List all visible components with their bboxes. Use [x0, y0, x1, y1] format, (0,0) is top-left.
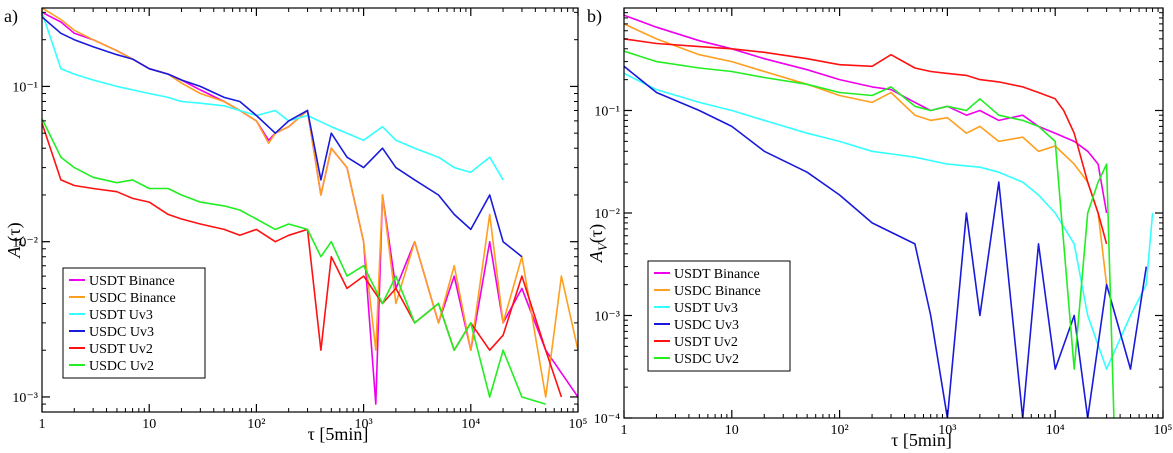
series-line-usdc-binance — [624, 23, 1108, 285]
legend: USDT Binance USDC Binance USDT Uv3 USDC Uv3… — [62, 267, 206, 379]
series-line-usdt-uv3 — [624, 72, 1154, 370]
panel-a: 1 10 10² 10³ 10⁴ 10⁵ 10⁻¹ 10⁻² 10⁻³ τ [5min] Ar(τ)… — [4, 6, 588, 444]
y-tick-label: 10⁻⁴ — [594, 412, 620, 427]
legend-entry: USDC Binance — [674, 284, 761, 299]
x-axis-title: τ [5min] — [308, 424, 369, 444]
legend-entry: USDC Uv3 — [674, 318, 739, 333]
y-tick-label: 10⁻¹ — [594, 105, 620, 120]
y-axis-title: Ar(τ) — [4, 222, 28, 258]
y-tick-label: 10⁻² — [594, 207, 620, 222]
x-tick-label: 10⁵ — [1154, 423, 1173, 438]
series-line-usdt-uv3 — [42, 12, 504, 181]
x-axis-title: τ [5min] — [891, 430, 952, 450]
series-line-usdc-uv2 — [42, 118, 546, 405]
x-tick-label: 1 — [39, 417, 46, 432]
x-tick-label: 10 — [142, 417, 156, 432]
panel-label: b) — [587, 6, 602, 27]
x-tick-label: 10² — [830, 423, 848, 438]
series-group — [42, 8, 578, 405]
x-tick-label: 10⁴ — [461, 417, 480, 432]
legend-entry: USDC Uv3 — [89, 325, 154, 340]
panel-label: a) — [4, 6, 18, 27]
series-line-usdc-uv3 — [42, 16, 523, 258]
panel-b: 1 10 10² 10³ 10⁴ 10⁵ 10⁻¹ 10⁻² 10⁻³ 10⁻⁴ τ [5min] A… — [586, 6, 1173, 450]
x-tick-label: 1 — [621, 423, 628, 438]
y-tick-label: 10⁻³ — [12, 391, 38, 406]
plot-frame — [41, 7, 579, 413]
legend-entry: USDT Uv3 — [89, 308, 153, 323]
x-tick-label: 10 — [725, 423, 739, 438]
legend: USDT Binance USDC Binance USDT Uv3 USDC Uv3… — [647, 260, 791, 372]
legend-entry: USDT Uv3 — [674, 301, 738, 316]
legend-box — [62, 267, 206, 379]
y-tick-label: 10⁻¹ — [12, 80, 38, 95]
legend-entry: USDC Uv2 — [89, 359, 154, 374]
y-tick-label: 10⁻² — [12, 236, 38, 251]
series-line-usdt-binance — [624, 14, 1108, 214]
x-tick-label: 10² — [247, 417, 265, 432]
series-line-usdc-uv2 — [624, 50, 1115, 418]
series-group — [624, 14, 1154, 418]
series-line-usdc-uv3 — [624, 65, 1148, 418]
x-tick-label: 10³ — [354, 417, 372, 432]
legend-entry: USDT Binance — [674, 267, 760, 282]
y-axis-title: AV(τ) — [586, 224, 610, 263]
series-line-usdt-uv2 — [624, 38, 1108, 245]
y-tick-label: 10⁻³ — [594, 310, 620, 325]
legend-entry: USDC Binance — [89, 291, 176, 306]
legend-entry: USDT Uv2 — [674, 335, 738, 350]
legend-box — [647, 260, 791, 372]
legend-entry: USDC Uv2 — [674, 352, 739, 367]
x-tick-label: 10⁴ — [1046, 423, 1065, 438]
legend-entry: USDT Uv2 — [89, 342, 153, 357]
x-tick-label: 10³ — [938, 423, 956, 438]
legend-entry: USDT Binance — [89, 274, 175, 289]
x-tick-label: 10⁵ — [569, 417, 588, 432]
